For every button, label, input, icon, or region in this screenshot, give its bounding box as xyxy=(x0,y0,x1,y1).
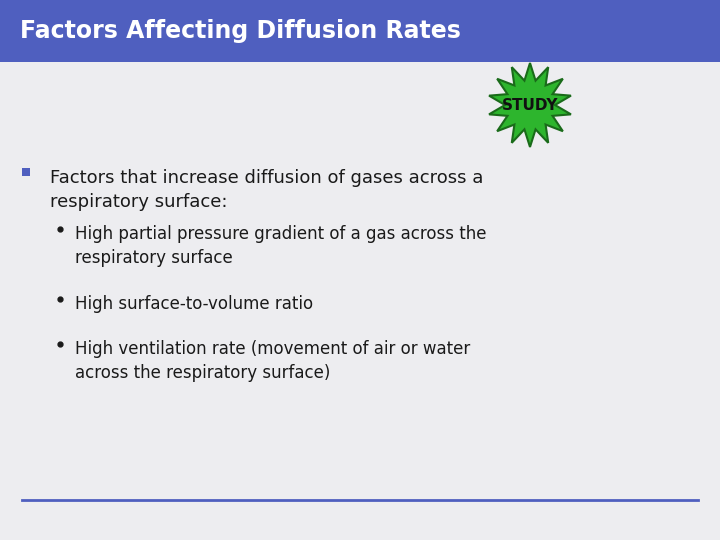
PathPatch shape xyxy=(489,63,571,147)
Text: STUDY: STUDY xyxy=(502,98,558,112)
Text: High surface-to-volume ratio: High surface-to-volume ratio xyxy=(75,295,313,313)
Text: Factors Affecting Diffusion Rates: Factors Affecting Diffusion Rates xyxy=(20,19,461,43)
Bar xyxy=(22,168,30,176)
Text: High partial pressure gradient of a gas across the
respiratory surface: High partial pressure gradient of a gas … xyxy=(75,225,487,267)
Text: Factors that increase diffusion of gases across a
respiratory surface:: Factors that increase diffusion of gases… xyxy=(50,169,483,211)
Text: High ventilation rate (movement of air or water
across the respiratory surface): High ventilation rate (movement of air o… xyxy=(75,340,470,382)
FancyBboxPatch shape xyxy=(0,0,720,62)
